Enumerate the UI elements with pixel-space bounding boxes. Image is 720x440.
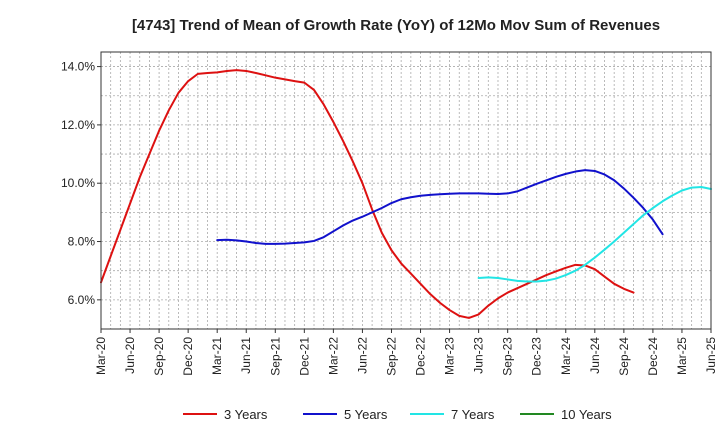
x-tick-label: Jun-20 [123,337,137,374]
x-tick-label: Sep-21 [268,337,282,376]
legend-label: 10 Years [561,407,612,422]
legend: 3 Years 5 Years 7 Years 10 Years [183,407,612,422]
x-tick-label: Dec-20 [181,337,195,376]
x-tick-label: Sep-23 [501,337,515,376]
plot-area [101,52,711,329]
legend-item-10-years: 10 Years [520,407,612,422]
x-tick-label: Jun-23 [472,337,486,374]
legend-label: 7 Years [451,407,495,422]
plot-frame [100,51,712,330]
y-axis: 6.0% 8.0% 10.0% 12.0% 14.0% [61,60,101,307]
legend-label: 3 Years [224,407,268,422]
x-tick-label: Sep-24 [617,337,631,376]
y-tick-label: 8.0% [68,235,96,249]
x-tick-label: Mar-21 [210,337,224,375]
x-tick-label: Dec-22 [414,337,428,376]
x-axis: Mar-20 Jun-20 Sep-20 Dec-20 Mar-21 Jun-21 Sep-… [94,329,718,376]
series-group [100,69,712,319]
series-line [100,69,635,319]
series-3-years [100,69,635,319]
series-7-years [477,186,712,283]
series-line [477,186,712,283]
x-tick-label: Dec-24 [646,337,660,376]
x-tick-label: Sep-22 [384,337,398,376]
x-tick-label: Jun-21 [239,337,253,374]
x-tick-label: Dec-21 [297,337,311,376]
series-line [216,169,664,245]
x-tick-label: Mar-24 [559,337,573,375]
chart-title: [4743] Trend of Mean of Growth Rate (YoY… [132,17,660,34]
x-tick-label: Mar-20 [94,337,108,375]
x-tick-label: Mar-23 [443,337,457,375]
legend-item-3-years: 3 Years [183,407,268,422]
y-tick-label: 14.0% [61,60,95,74]
legend-label: 5 Years [344,407,388,422]
y-tick-label: 10.0% [61,176,95,190]
x-tick-label: Jun-25 [704,337,718,374]
x-tick-label: Sep-20 [152,337,166,376]
x-tick-label: Mar-25 [675,337,689,375]
y-tick-label: 12.0% [61,118,95,132]
x-tick-label: Mar-22 [326,337,340,375]
legend-item-7-years: 7 Years [410,407,495,422]
x-tick-label: Jun-24 [588,337,602,374]
legend-item-5-years: 5 Years [303,407,388,422]
grid [100,52,712,330]
x-tick-label: Dec-23 [530,337,544,376]
series-5-years [216,169,664,245]
x-tick-label: Jun-22 [355,337,369,374]
y-tick-label: 6.0% [68,293,96,307]
